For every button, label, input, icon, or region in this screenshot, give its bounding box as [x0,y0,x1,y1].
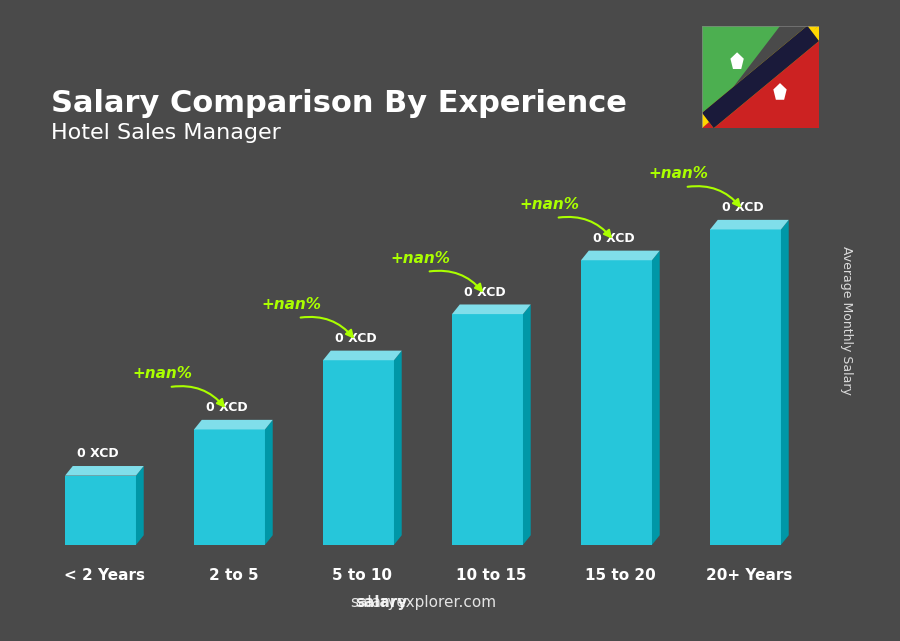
Polygon shape [710,220,788,229]
Text: +nan%: +nan% [519,197,580,212]
Text: 0 XCD: 0 XCD [593,232,634,245]
Polygon shape [452,304,531,314]
Polygon shape [652,251,660,545]
Polygon shape [581,260,652,545]
Text: 20+ Years: 20+ Years [706,568,793,583]
Polygon shape [731,53,743,69]
Polygon shape [65,476,136,545]
Polygon shape [702,26,780,128]
Text: 0 XCD: 0 XCD [335,332,377,345]
Text: +nan%: +nan% [132,367,193,381]
FancyArrowPatch shape [559,217,611,237]
Text: salary: salary [356,595,408,610]
Polygon shape [136,466,144,545]
Polygon shape [323,360,394,545]
Polygon shape [194,429,265,545]
Text: Salary Comparison By Experience: Salary Comparison By Experience [51,88,627,117]
Polygon shape [65,466,144,476]
Text: +nan%: +nan% [648,167,708,181]
Text: 10 to 15: 10 to 15 [456,568,526,583]
Text: 2 to 5: 2 to 5 [209,568,258,583]
Polygon shape [702,26,819,128]
Polygon shape [581,251,660,260]
Text: Average Monthly Salary: Average Monthly Salary [840,246,852,395]
Polygon shape [702,26,819,128]
Text: 0 XCD: 0 XCD [77,447,119,460]
Polygon shape [394,351,401,545]
Text: +nan%: +nan% [391,251,450,266]
FancyArrowPatch shape [301,317,353,337]
Text: 0 XCD: 0 XCD [722,201,764,214]
Polygon shape [702,26,819,128]
FancyArrowPatch shape [429,271,482,291]
Text: 0 XCD: 0 XCD [206,401,248,414]
Polygon shape [702,26,819,128]
Text: 0 XCD: 0 XCD [464,286,506,299]
Polygon shape [194,420,273,429]
Text: +nan%: +nan% [261,297,321,312]
Polygon shape [702,26,819,128]
Polygon shape [452,314,523,545]
FancyArrowPatch shape [688,186,740,206]
FancyArrowPatch shape [172,386,224,406]
Text: salaryexplorer.com: salaryexplorer.com [350,595,496,610]
Polygon shape [710,229,781,545]
Polygon shape [773,83,787,100]
Polygon shape [523,304,531,545]
Text: Hotel Sales Manager: Hotel Sales Manager [51,123,282,143]
Polygon shape [323,351,401,360]
Polygon shape [781,220,788,545]
Text: < 2 Years: < 2 Years [64,568,145,583]
Text: 5 to 10: 5 to 10 [332,568,392,583]
Polygon shape [265,420,273,545]
Text: 15 to 20: 15 to 20 [585,568,656,583]
